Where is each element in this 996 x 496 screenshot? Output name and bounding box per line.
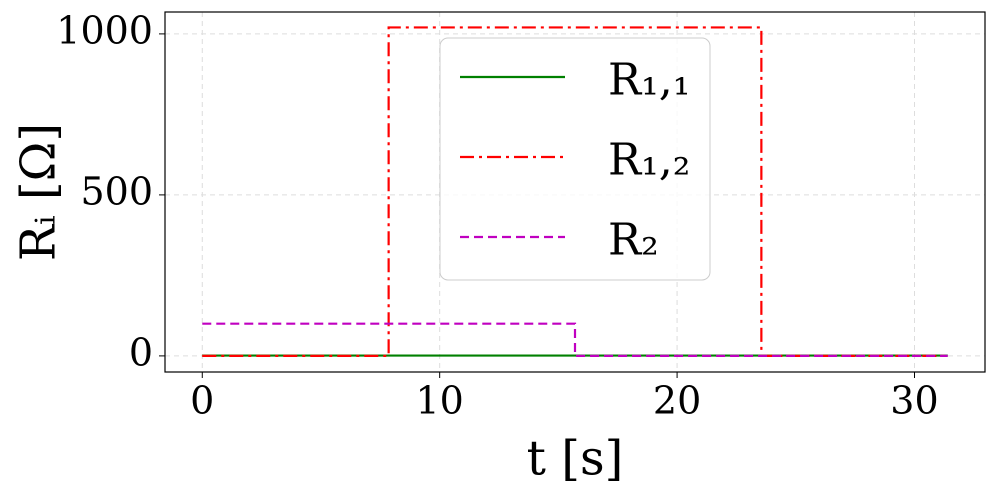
plot-frame [164,11,986,373]
x-tick-label: 30 [890,379,938,423]
legend-label: R₁,₁ [608,55,690,106]
legend-box [439,37,711,281]
legend: R₁,₁ R₁,₂ R₂ [439,37,711,281]
data-line [202,322,948,357]
y-tick-label: 500 [80,169,153,213]
y-tick-label: 0 [129,330,153,374]
y-axis-label: Rᵢ [Ω] [11,123,67,261]
legend-label: R₂ [608,215,659,266]
x-tick-label: 10 [415,379,463,423]
x-tick-label: 20 [653,379,701,423]
y-tick-label: 1000 [56,8,153,52]
x-tick-label: 0 [190,379,214,423]
legend-label: R₁,₂ [608,135,690,186]
x-axis-label: t [s] [527,431,624,487]
